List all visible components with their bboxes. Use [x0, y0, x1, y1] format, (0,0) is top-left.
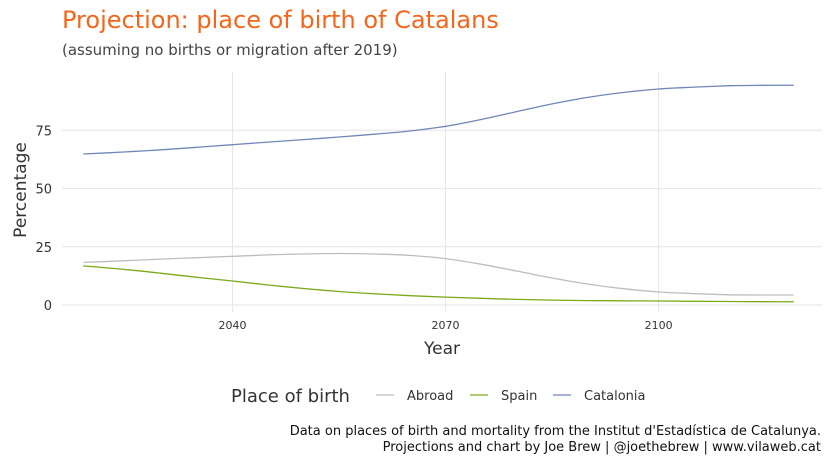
y-tick-label: 0: [44, 299, 52, 314]
gridlines: [62, 72, 822, 312]
series-line-catalonia: [83, 84, 794, 155]
y-tick-label: 75: [35, 124, 52, 139]
series-line-abroad: [83, 252, 794, 296]
series-lines: [83, 84, 794, 303]
legend-label-abroad: Abroad: [407, 389, 453, 404]
x-axis-label: Year: [423, 339, 460, 359]
y-axis-label: Percentage: [11, 142, 31, 238]
y-tick-label: 50: [35, 183, 52, 198]
x-tick-label: 2070: [432, 319, 460, 332]
chart-title: Projection: place of birth of Catalans: [62, 6, 499, 34]
series-line-spain: [83, 265, 794, 303]
caption-line: Projections and chart by Joe Brew | @joe…: [382, 440, 821, 455]
y-tick-label: 25: [35, 241, 52, 256]
legend-label-catalonia: Catalonia: [584, 389, 646, 404]
chart-subtitle: (assuming no births or migration after 2…: [62, 41, 398, 59]
legend-title: Place of birth: [231, 386, 350, 407]
legend-label-spain: Spain: [501, 389, 537, 404]
x-tick-label: 2100: [645, 319, 673, 332]
x-tick-label: 2040: [218, 319, 246, 332]
legend: Place of birth Abroad Spain Catalonia: [231, 386, 646, 407]
axes: Year Percentage 0 25 50 75 2040 2070 2100: [11, 124, 673, 359]
caption: Data on places of birth and mortality fr…: [290, 424, 821, 456]
caption-line: Data on places of birth and mortality fr…: [289, 424, 821, 439]
